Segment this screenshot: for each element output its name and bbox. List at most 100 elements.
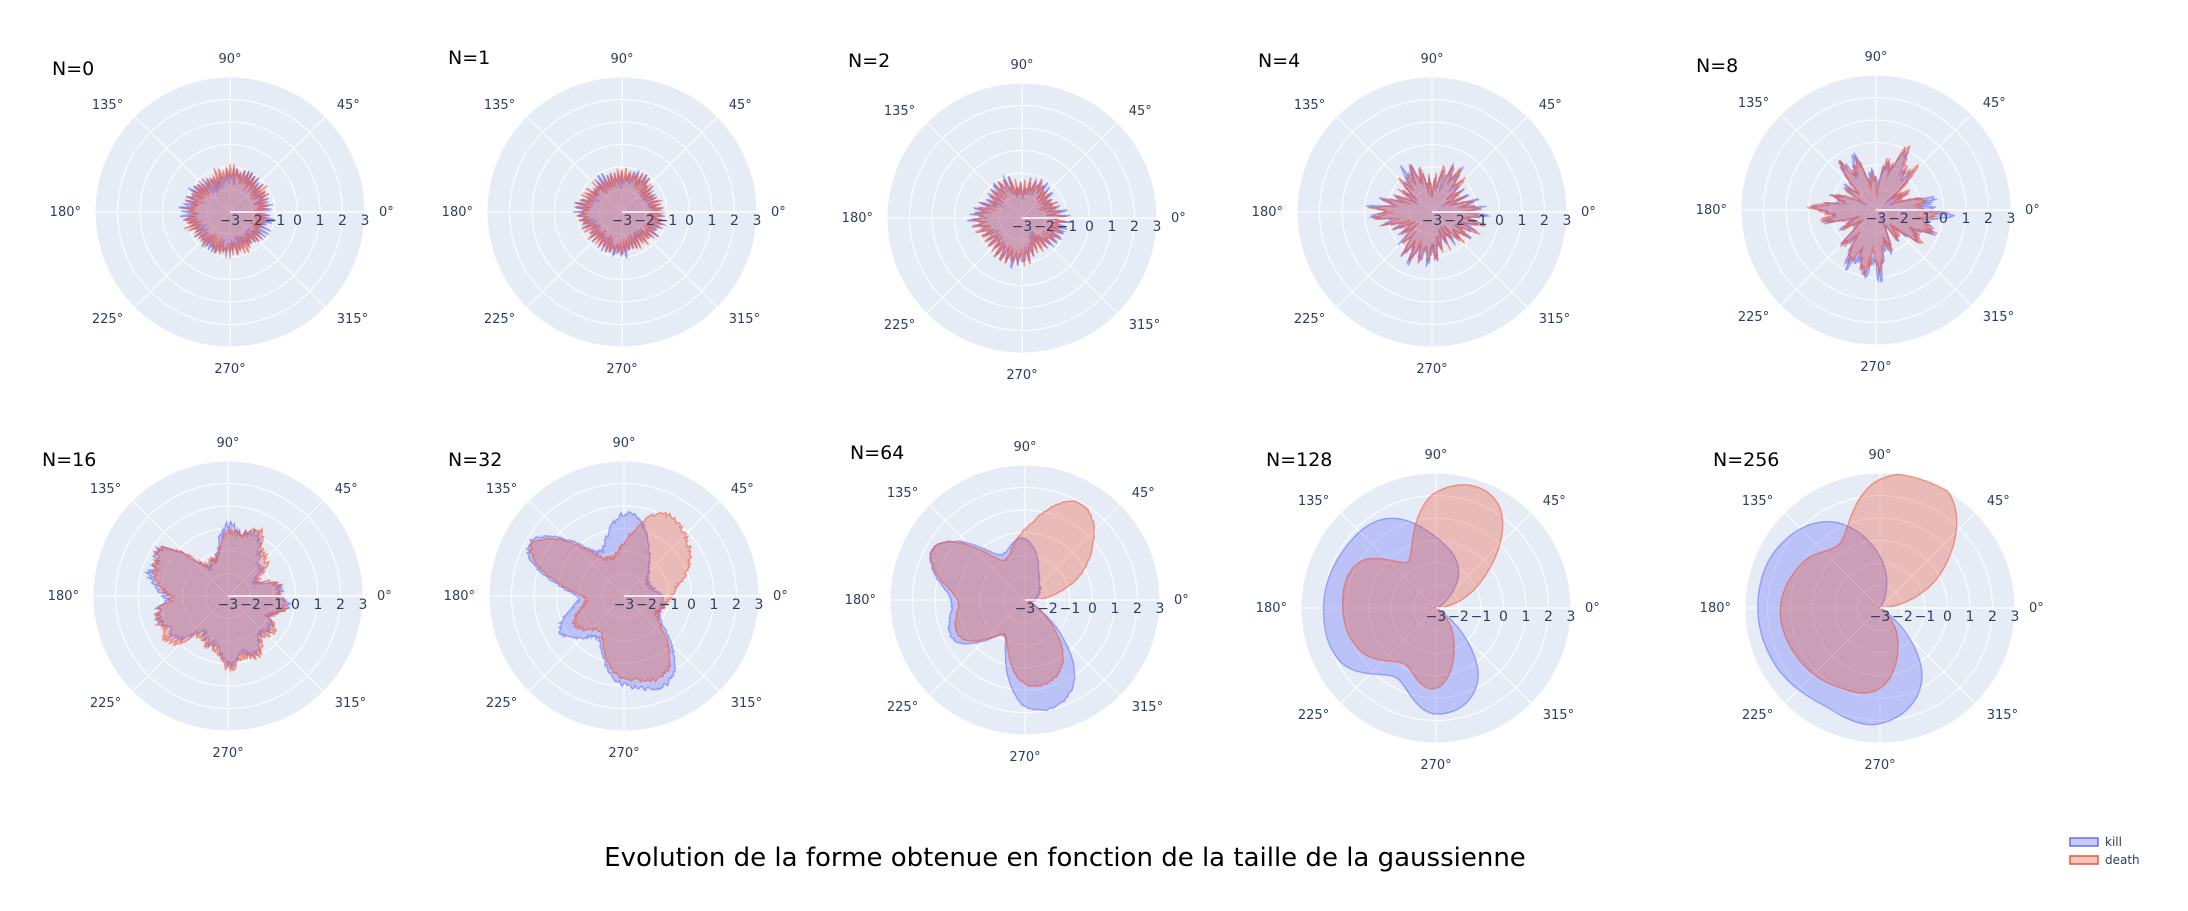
subplot-title: N=1 — [448, 47, 490, 69]
angular-grid-line — [1780, 209, 1877, 306]
angular-tick-label: 270° — [212, 746, 243, 761]
polar-subplot: −3 −2 −1 0 1 2 3 0° 45° 90° 135° 180° 225° 270° 315° N=… — [442, 47, 786, 377]
angular-tick-label: 315° — [337, 312, 368, 327]
radial-tick-label: −1 — [265, 213, 286, 229]
angular-tick-label: 90° — [1420, 52, 1443, 67]
angular-tick-label: 225° — [1298, 708, 1329, 723]
angular-tick-label: 180° — [1256, 601, 1287, 616]
angular-tick-label: 0° — [771, 205, 786, 220]
subplot-title: N=16 — [42, 449, 96, 471]
radial-tick-label: 2 — [1133, 601, 1142, 617]
angular-tick-label: 225° — [1742, 708, 1773, 723]
angular-tick-label: 90° — [216, 436, 239, 451]
radial-tick-label: 3 — [2011, 609, 2020, 625]
series-area-kill — [1757, 520, 1923, 726]
series-area-death — [575, 166, 668, 256]
radial-tick-label: 0 — [1088, 601, 1097, 617]
angular-tick-label: 90° — [1010, 58, 1033, 73]
angular-grid-line — [926, 217, 1023, 314]
angular-tick-label: 270° — [1006, 368, 1037, 383]
radial-tick-label: −3 — [220, 213, 241, 229]
radial-tick-label: 0 — [1939, 211, 1948, 227]
series-area-kill — [525, 510, 677, 692]
radial-tick-label: 1 — [1108, 219, 1117, 235]
legend-swatch-death[interactable] — [2069, 855, 2099, 865]
angular-grid-line — [621, 116, 718, 213]
angular-tick-label: 270° — [1860, 360, 1891, 375]
angular-tick-label: 45° — [1983, 96, 2006, 111]
angular-grid-line — [1780, 114, 1877, 211]
angular-tick-label: 135° — [1298, 494, 1329, 509]
radial-tick-label: −3 — [1870, 609, 1891, 625]
radial-tick-label: 3 — [361, 213, 370, 229]
angular-grid-line — [1336, 116, 1433, 213]
polar-subplots: −3 −2 −1 0 1 2 30°45°90°135°180°225°270°315°N=… — [42, 47, 2044, 773]
angular-tick-label: 270° — [608, 746, 639, 761]
angular-tick-label: 315° — [1132, 700, 1163, 715]
angular-tick-label: 180° — [842, 211, 873, 226]
polar-subplot: −3 −2 −1 0 1 2 3 0° 45° 90° 135° 180° 225° 270° 315° N=… — [1696, 50, 2040, 375]
angular-tick-label: 180° — [442, 205, 473, 220]
radial-tick-label: −3 — [1866, 211, 1887, 227]
radial-tick-label: 0 — [293, 213, 302, 229]
angular-grid-line — [929, 504, 1026, 601]
radial-tick-label: −2 — [1892, 609, 1913, 625]
angular-grid-line — [1875, 114, 1972, 211]
angular-grid-line — [1435, 607, 1532, 704]
angular-tick-label: 45° — [731, 482, 754, 497]
subplot-title: N=4 — [1258, 50, 1300, 72]
angular-tick-label: 45° — [1987, 494, 2010, 509]
radial-tick-label: 0 — [1499, 609, 1508, 625]
angular-tick-label: 225° — [887, 700, 918, 715]
series-area-death — [972, 176, 1069, 267]
radial-tick-label: −3 — [1012, 219, 1033, 235]
subplot-title: N=128 — [1266, 449, 1332, 471]
angular-grid-line — [1021, 217, 1118, 314]
angular-grid-line — [926, 122, 1023, 219]
angular-tick-label: 225° — [92, 312, 123, 327]
legend-swatch-kill[interactable] — [2069, 837, 2099, 847]
radial-tick-label: −2 — [1034, 219, 1055, 235]
radial-tick-label: −2 — [1888, 211, 1909, 227]
legend-label-kill[interactable]: kill — [2105, 835, 2122, 849]
angular-tick-label: 225° — [90, 696, 121, 711]
radial-tick-label: −3 — [1426, 609, 1447, 625]
angular-tick-label: 225° — [484, 312, 515, 327]
radial-tick-label: 3 — [755, 597, 764, 613]
radial-tick-label: 2 — [1540, 213, 1549, 229]
angular-tick-label: 0° — [379, 205, 394, 220]
angular-tick-label: 225° — [1294, 312, 1325, 327]
radial-tick-label: −2 — [634, 213, 655, 229]
angular-tick-label: 90° — [1424, 448, 1447, 463]
angular-grid-line — [132, 500, 229, 597]
angular-tick-label: 135° — [484, 98, 515, 113]
legend[interactable]: kill death — [2069, 835, 2140, 867]
radial-tick-label: −1 — [1467, 213, 1488, 229]
angular-grid-line — [1879, 607, 1976, 704]
angular-tick-label: 270° — [1864, 758, 1895, 773]
radial-tick-label: −2 — [242, 213, 263, 229]
angular-tick-label: 315° — [1987, 708, 2018, 723]
polar-subplot: −3 −2 −1 0 1 2 3 0° 45° 90° 135° 180° 225° 270° 315° N=… — [1252, 50, 1596, 377]
radial-tick-label: 2 — [1988, 609, 1997, 625]
angular-tick-label: 45° — [1543, 494, 1566, 509]
radial-tick-label: 0 — [1943, 609, 1952, 625]
angular-tick-label: 45° — [1539, 98, 1562, 113]
series-area-death — [150, 526, 289, 674]
angular-tick-label: 225° — [486, 696, 517, 711]
angular-tick-label: 90° — [1013, 440, 1036, 455]
angular-tick-label: 135° — [1738, 96, 1769, 111]
angular-tick-label: 0° — [1585, 601, 1600, 616]
legend-label-death[interactable]: death — [2105, 853, 2140, 867]
angular-grid-line — [1784, 607, 1881, 704]
series-area-kill — [143, 519, 294, 669]
polar-subplot: −3 −2 −1 0 1 2 3 0° 45° 90° 135° 180° 225° 270° 315° N=… — [1700, 448, 2044, 773]
radial-tick-label: −3 — [612, 213, 633, 229]
polar-subplot: −3 −2 −1 0 1 2 3 0° 45° 90° 135° 180° 225° 270° 315° N=… — [444, 436, 788, 761]
radial-tick-label: 2 — [730, 213, 739, 229]
polar-subplot: −3 −2 −1 0 1 2 3 0° 45° 90° 135° 180° 225° 270° 315° N=… — [50, 52, 394, 377]
radial-tick-label: 1 — [708, 213, 717, 229]
angular-tick-label: 0° — [1581, 205, 1596, 220]
radial-tick-label: 1 — [1966, 609, 1975, 625]
angular-grid-line — [1024, 599, 1121, 696]
